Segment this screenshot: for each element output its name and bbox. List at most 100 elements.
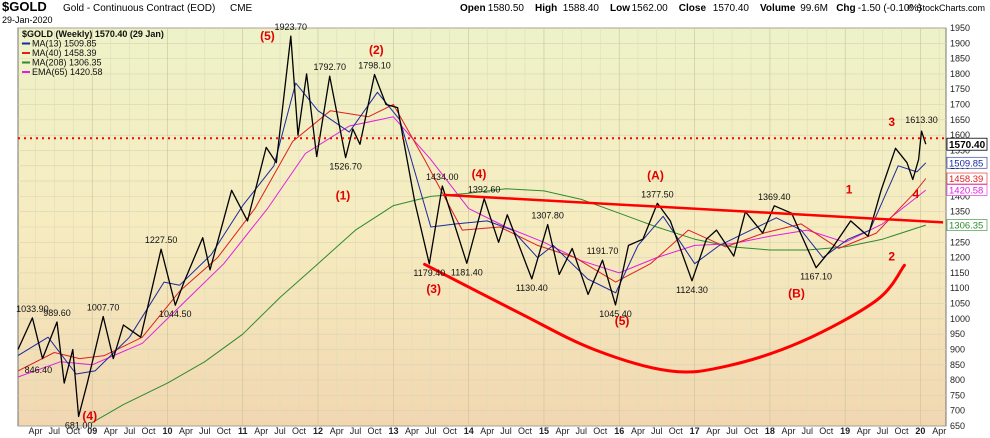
x-tick-label: 09 [87,426,97,436]
price-label: 1124.30 [676,285,708,295]
x-tick-label: 15 [539,426,549,436]
x-tick-label: Apr [330,426,344,436]
price-label: 1130.40 [516,283,548,293]
x-tick-label: 13 [388,426,398,436]
x-tick-label: Oct [292,426,307,436]
x-tick-label: Oct [894,426,909,436]
x-tick-label: Apr [631,426,645,436]
y-tick-label: 700 [950,406,965,416]
x-tick-label: 17 [690,426,700,436]
x-tick-label: Jul [500,426,512,436]
y-tick-label: 1800 [950,69,970,79]
x-tick-label: 18 [765,426,775,436]
chart-header: $GOLD Gold - Continuous Contract (EOD) C… [2,0,985,25]
y-tick-label: 1100 [950,283,969,293]
legend-entry: MA(208) 1306.35 [32,58,102,68]
x-tick-label: Jul [877,426,889,436]
y-tick-label: 1600 [950,130,970,140]
y-tick-label: 750 [950,390,965,400]
chart-date: 29-Jan-2020 [2,15,53,25]
quote-label: Chg [836,3,855,14]
price-label: 1044.50 [159,309,192,319]
last-price-box [946,137,988,151]
price-label: 1167.10 [800,272,832,282]
price-label: 1392.60 [468,185,501,195]
price-label: 1526.70 [329,162,362,172]
x-tick-label: 19 [840,426,850,436]
y-tick-label: 1050 [950,299,970,309]
x-tick-label: Jul [49,426,61,436]
x-tick-label: Apr [706,426,720,436]
series-price [17,35,927,418]
y-tick-label: 1250 [950,237,970,247]
x-tick-label: Oct [819,426,834,436]
indicator-value-box [946,219,988,231]
wave-label: (2) [369,43,384,57]
x-tick-label: 16 [614,426,624,436]
x-axis: Apr Jul Oct 09 Apr Jul Oct 10 Apr Jul Oct 11 Apr Jul O… [29,426,947,436]
x-tick-label: Apr [781,426,795,436]
wave-label: (4) [82,409,97,423]
x-tick-label: Apr [405,426,419,436]
x-tick-label: 11 [238,426,248,436]
price-label: 1181.40 [451,267,483,277]
y-tick-label: 1400 [950,191,970,201]
x-tick-label: Jul [801,426,813,436]
price-label: 1613.30 [905,115,938,125]
x-tick-label: Oct [744,426,759,436]
y-tick-label: 900 [950,344,965,354]
y-tick-label: 1350 [950,207,970,217]
x-tick-label: Apr [556,426,570,436]
x-tick-label: Apr [857,426,871,436]
x-tick-label: Oct [593,426,608,436]
watermark: © StockCharts.com [907,3,985,13]
wave-label: (3) [426,282,441,296]
wave-label: 4 [913,187,920,201]
indicator-value-box [946,184,988,196]
x-tick-label: 12 [313,426,323,436]
y-tick-label: 1650 [950,115,970,125]
indicator-value-label: 1420.58 [949,186,983,197]
gridlines [18,27,946,427]
price-label: 1307.80 [531,211,564,221]
instrument-name: Gold - Continuous Contract (EOD) [63,3,215,14]
quote-value: -1.50 (-0.10%) [858,3,922,14]
x-tick-label: Oct [217,426,232,436]
y-tick-label: 1950 [950,23,970,33]
quote-label: Open [460,3,486,14]
y-tick-label: 1200 [950,253,970,263]
wave-label: 3 [888,115,895,129]
wave-label: (A) [647,169,664,183]
last-price-label: 1570.40 [949,140,986,151]
legend: $GOLD (Weekly) 1570.40 (29 Jan)MA(13) 15… [22,29,164,77]
price-label: 846.40 [25,365,53,375]
x-tick-label: Oct [142,426,157,436]
indicator-value-box [946,172,988,185]
quote-label: Low [610,3,630,14]
x-tick-label: 20 [915,426,925,436]
y-tick-label: 950 [950,329,965,339]
y-tick-label: 650 [950,421,965,431]
x-tick-label: 10 [162,426,172,436]
y-tick-label: 800 [950,375,965,385]
y-tick-label: 1850 [950,54,970,64]
series-layer [17,35,927,424]
x-tick-label: Jul [274,426,286,436]
price-label: 1792.70 [313,62,346,72]
price-label: 681.00 [65,421,93,431]
x-tick-label: 14 [464,426,474,436]
symbol: $GOLD [2,0,47,14]
x-tick-label: Apr [254,426,268,436]
price-label: 1434.00 [426,172,459,182]
x-tick-label: Apr [480,426,494,436]
x-tick-label: Oct [443,426,458,436]
indicator-value-label: 1306.35 [949,221,983,232]
series-ema65 [17,116,927,378]
x-tick-label: Jul [199,426,211,436]
neckline [443,193,944,224]
series-ma208 [91,188,926,424]
series-ma13 [17,82,927,375]
wave-label: (4) [472,167,487,181]
